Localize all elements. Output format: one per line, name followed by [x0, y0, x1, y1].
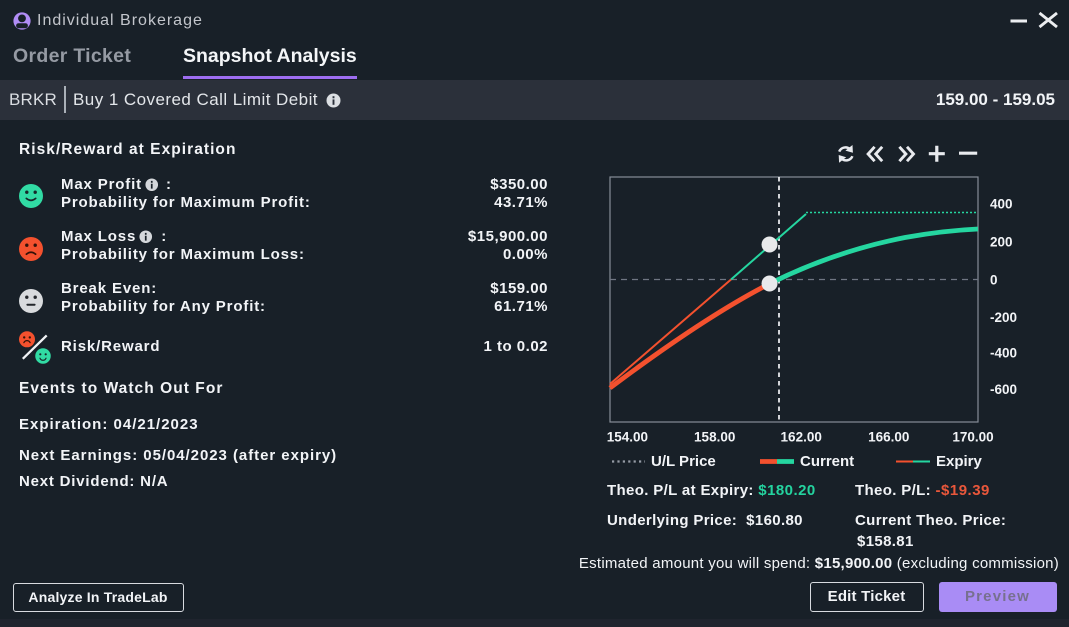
svg-text:158.00: 158.00: [694, 430, 735, 445]
svg-text:166.00: 166.00: [868, 430, 909, 445]
svg-text:-200: -200: [990, 310, 1017, 325]
svg-text:170.00: 170.00: [952, 430, 993, 445]
svg-text:154.00: 154.00: [607, 430, 648, 445]
svg-text:0: 0: [990, 273, 998, 288]
svg-text:400: 400: [990, 197, 1013, 212]
svg-text:162.00: 162.00: [781, 430, 822, 445]
svg-text:-400: -400: [990, 346, 1017, 361]
svg-text:-600: -600: [990, 382, 1017, 397]
svg-text:200: 200: [990, 235, 1013, 250]
